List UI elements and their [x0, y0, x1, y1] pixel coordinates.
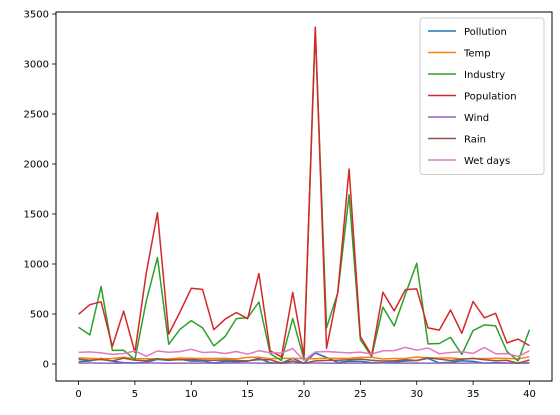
- legend-label: Industry: [464, 70, 505, 81]
- y-tick-label: 0: [43, 360, 49, 371]
- legend-label: Population: [464, 92, 517, 103]
- series-line-5: [78, 357, 530, 365]
- legend-label: Pollution: [464, 27, 507, 38]
- legend: Pollution Temp Industry Population Wind Rain W…: [419, 17, 545, 175]
- x-tick-label: 30: [410, 389, 423, 400]
- x-tick-label: 15: [241, 389, 254, 400]
- y-tick-label: 500: [30, 310, 49, 321]
- x-tick-label: 40: [523, 389, 536, 400]
- legend-label: Rain: [464, 135, 486, 146]
- x-tick-label: 25: [354, 389, 367, 400]
- x-axis: 0 5 10 15 20 25 30 35 40: [75, 381, 536, 400]
- legend-label: Wind: [464, 113, 489, 124]
- x-tick-label: 10: [185, 389, 198, 400]
- y-tick-label: 1500: [24, 210, 49, 221]
- legend-box: [419, 17, 545, 175]
- x-tick-label: 20: [298, 389, 311, 400]
- x-tick-label: 35: [467, 389, 480, 400]
- legend-label: Wet days: [464, 156, 510, 167]
- y-tick-label: 2000: [24, 160, 49, 171]
- y-tick-label: 3000: [24, 60, 49, 71]
- legend-label: Temp: [463, 49, 491, 60]
- series-line-6: [78, 346, 530, 362]
- plot-lines: [78, 26, 531, 365]
- y-tick-label: 3500: [24, 10, 49, 21]
- y-tick-label: 2500: [24, 110, 49, 121]
- y-tick-label: 1000: [24, 260, 49, 271]
- x-tick-label: 5: [132, 389, 138, 400]
- series-line-3: [78, 26, 530, 358]
- x-tick-label: 0: [75, 389, 81, 400]
- y-axis: 0 500 1000 1500 2000 2500 3000 3500: [24, 10, 56, 371]
